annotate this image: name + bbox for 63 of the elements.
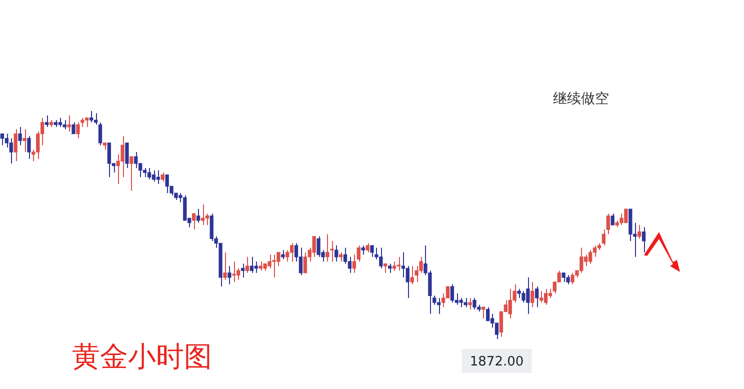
candlestick [240, 263, 245, 278]
candlestick [44, 115, 49, 128]
candlestick [535, 286, 539, 308]
candlestick [588, 250, 592, 264]
candlestick [27, 136, 31, 160]
candlestick [228, 266, 232, 285]
candlestick [160, 172, 164, 182]
candlestick [396, 256, 401, 272]
candlestick [281, 250, 285, 260]
candlestick [130, 156, 134, 192]
candlestick [544, 288, 548, 306]
candlestick [303, 252, 308, 274]
candlestick [392, 260, 396, 272]
candlestick [80, 117, 84, 128]
candlestick [610, 213, 614, 226]
candlestick [125, 142, 129, 168]
candlestick [245, 256, 250, 274]
candlestick [0, 133, 4, 146]
candlestick [250, 256, 254, 274]
candlestick [254, 260, 258, 274]
candlestick [348, 256, 352, 274]
candlestick [200, 204, 205, 226]
candlestick [450, 284, 454, 304]
candlestick [326, 234, 330, 262]
candlestick [22, 128, 26, 153]
candlestick [468, 297, 472, 310]
candlestick [67, 115, 71, 132]
candlestick [98, 122, 102, 146]
candlestick [343, 247, 348, 264]
candlestick [134, 152, 138, 168]
candlestick [147, 168, 152, 180]
candlestick [76, 122, 80, 139]
candlestick [9, 138, 13, 164]
candlestick [192, 213, 196, 230]
candlestick [298, 247, 303, 276]
candlestick [90, 110, 94, 123]
candlestick [152, 170, 156, 182]
candlestick [312, 236, 316, 258]
text: 黄金小时图 [72, 339, 212, 375]
candlestick [406, 266, 410, 298]
candlestick [384, 263, 388, 274]
candlestick [196, 208, 200, 224]
candlestick [366, 242, 370, 253]
candlestick [388, 263, 392, 274]
candlestick [356, 245, 360, 262]
candlestick [290, 242, 294, 262]
candlestick [62, 120, 66, 130]
candlestick [18, 126, 22, 146]
candlestick [223, 252, 227, 280]
candlestick [642, 226, 646, 253]
candlestick [486, 306, 490, 322]
text: 继续做空 [553, 90, 609, 108]
candlestick [361, 245, 365, 256]
candlestick [530, 282, 534, 308]
candlestick [338, 252, 343, 262]
candlestick [464, 297, 468, 308]
candlestick [539, 290, 544, 304]
candlestick [637, 224, 642, 240]
text: 1872.00 [470, 354, 524, 370]
candlestick [352, 254, 356, 274]
candlestick [334, 245, 338, 262]
candlestick [14, 128, 18, 162]
candlestick [72, 122, 76, 134]
